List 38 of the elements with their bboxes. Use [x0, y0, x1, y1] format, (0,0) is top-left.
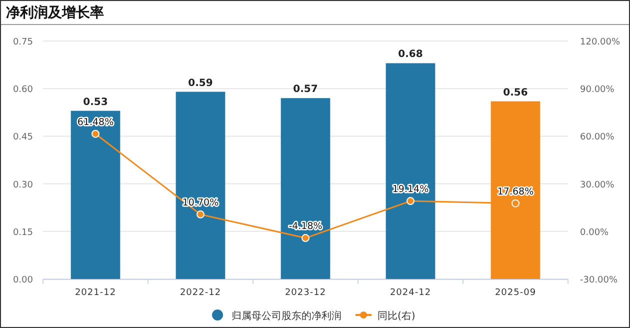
point	[196, 210, 204, 218]
y2-tick-label: 30.00%	[580, 180, 615, 190]
y2-tick-label: 90.00%	[580, 85, 615, 96]
y2-tick-label: 0.00%	[580, 228, 610, 238]
x-tick-label: 2022-12	[180, 288, 222, 298]
data-label: 19.14%	[392, 184, 429, 196]
y-tick-label: 0.75	[12, 38, 33, 48]
data-label: 0.53	[83, 96, 108, 108]
data-label: 0.57	[293, 84, 318, 96]
legend-label: 同比(右)	[378, 310, 416, 322]
x-tick-label: 2021-12	[74, 288, 116, 298]
y-tick-label: 0.15	[12, 228, 33, 238]
data-label: -4.18%	[288, 221, 322, 232]
bar	[386, 63, 436, 279]
x-tick-label: 2025-09	[494, 288, 536, 298]
point	[302, 234, 310, 242]
x-tick-label: 2024-12	[390, 288, 432, 298]
y-tick-label: 0.45	[12, 132, 33, 143]
y-tick-label: 0.60	[12, 85, 34, 96]
bar	[70, 110, 120, 279]
point	[406, 197, 414, 206]
data-label: 61.48%	[77, 116, 114, 128]
data-label: 17.68%	[497, 186, 534, 198]
y-tick-label: 0.30	[12, 180, 34, 190]
data-label: 0.59	[188, 78, 213, 89]
bar	[280, 98, 330, 279]
x-tick-label: 2023-12	[284, 288, 326, 298]
y2-tick-label: -30.00%	[580, 276, 618, 286]
y-tick-label: 0.00	[12, 276, 34, 286]
data-label: 0.68	[398, 49, 423, 60]
y2-tick-label: 60.00%	[580, 132, 615, 143]
data-label: 0.56	[503, 87, 528, 98]
legend-label: 归属母公司股东的净利润	[232, 310, 342, 322]
point	[512, 199, 520, 208]
bar	[176, 92, 226, 279]
point	[92, 130, 100, 138]
chart-title: 净利润及增长率	[6, 4, 104, 21]
y2-tick-label: 120.00%	[580, 38, 620, 48]
